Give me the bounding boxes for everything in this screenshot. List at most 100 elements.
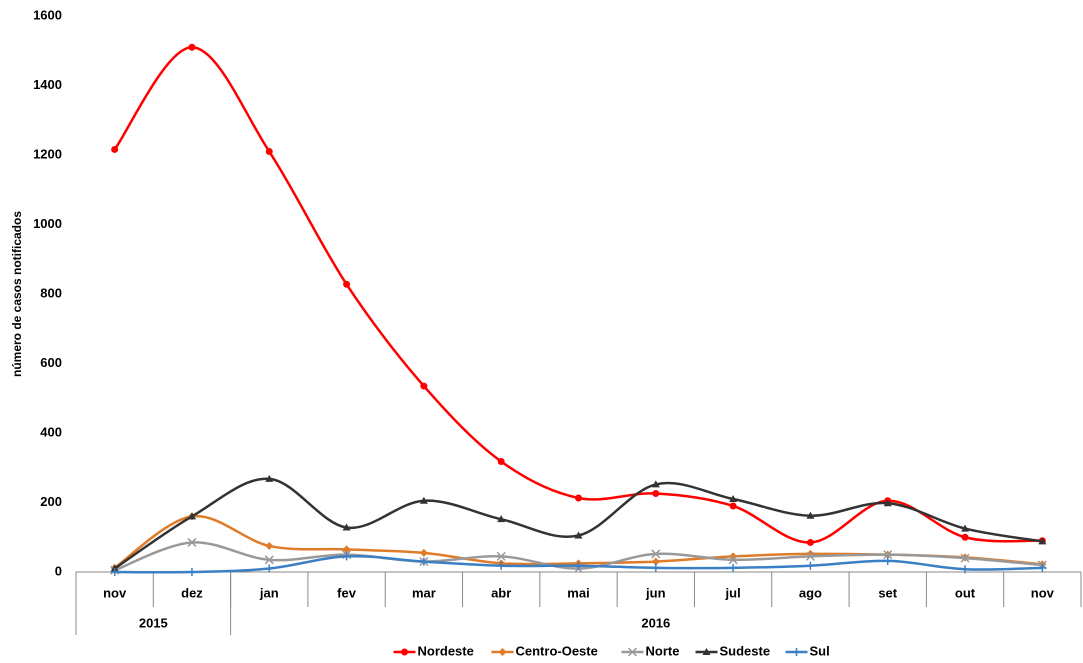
- y-tick-label: 0: [55, 563, 62, 578]
- marker: [806, 538, 814, 546]
- marker-shape: [110, 568, 119, 576]
- marker: [342, 523, 351, 531]
- marker: [497, 515, 506, 523]
- marker-shape: [496, 551, 506, 561]
- x-tick-label: fev: [337, 585, 357, 600]
- marker-shape: [883, 556, 892, 565]
- marker: [342, 545, 351, 554]
- marker: [961, 524, 970, 532]
- marker-shape: [497, 515, 506, 523]
- marker-shape: [265, 474, 274, 482]
- marker-shape: [343, 280, 351, 288]
- marker: [652, 489, 660, 497]
- x-tick-label: jul: [725, 585, 741, 600]
- marker-shape: [575, 494, 582, 502]
- marker: [574, 561, 583, 570]
- y-tick-label: 800: [40, 285, 62, 300]
- marker: [883, 499, 892, 507]
- legend-label: Sudeste: [720, 643, 771, 658]
- marker: [419, 557, 428, 566]
- marker: [627, 647, 638, 657]
- marker: [806, 511, 815, 519]
- marker-shape: [651, 557, 660, 566]
- y-tick-label: 400: [40, 424, 62, 439]
- marker: [651, 480, 660, 488]
- marker-shape: [419, 557, 428, 566]
- marker-shape: [806, 511, 815, 519]
- marker: [805, 551, 815, 561]
- x-tick-label: jan: [259, 585, 279, 600]
- marker-shape: [1038, 537, 1047, 545]
- legend-label: Nordeste: [418, 643, 474, 658]
- marker: [806, 561, 815, 570]
- marker: [651, 549, 661, 559]
- marker-shape: [342, 552, 351, 561]
- marker-shape: [419, 496, 428, 504]
- marker: [729, 502, 737, 510]
- marker-shape: [342, 523, 351, 531]
- x-tick-label: abr: [491, 585, 511, 600]
- x-tick-label: out: [955, 585, 976, 600]
- marker: [792, 648, 801, 656]
- marker: [419, 548, 428, 557]
- marker: [187, 568, 196, 576]
- marker: [419, 496, 428, 504]
- x-tick-label: jun: [645, 585, 666, 600]
- marker-shape: [961, 524, 970, 532]
- marker-shape: [497, 561, 506, 570]
- marker: [575, 494, 582, 502]
- marker: [961, 565, 970, 574]
- marker: [264, 555, 274, 565]
- marker: [497, 561, 506, 570]
- marker: [188, 43, 196, 51]
- marker-shape: [883, 550, 893, 560]
- marker: [111, 145, 119, 153]
- marker: [497, 457, 505, 465]
- marker-shape: [187, 512, 196, 520]
- marker-shape: [729, 495, 738, 503]
- marker-shape: [883, 499, 892, 507]
- x-tick-label: nov: [1031, 585, 1055, 600]
- marker: [420, 382, 428, 390]
- marker-shape: [401, 648, 408, 656]
- marker: [342, 552, 351, 561]
- marker: [496, 551, 506, 561]
- y-axis-title: número de casos notificados: [10, 211, 24, 377]
- marker: [265, 474, 274, 482]
- marker: [1038, 563, 1047, 572]
- marker: [729, 563, 738, 572]
- marker-shape: [651, 549, 661, 559]
- marker-shape: [265, 564, 274, 573]
- x-group-label: 2015: [139, 615, 168, 630]
- marker: [574, 531, 583, 539]
- marker-shape: [806, 538, 814, 546]
- marker-shape: [187, 537, 197, 547]
- x-tick-label: nov: [103, 585, 127, 600]
- marker: [961, 533, 969, 541]
- marker: [187, 537, 197, 547]
- marker-shape: [960, 553, 970, 563]
- marker: [265, 148, 273, 156]
- marker-shape: [111, 145, 119, 153]
- marker: [729, 495, 738, 503]
- marker-shape: [651, 563, 660, 572]
- marker-shape: [729, 563, 738, 572]
- marker: [702, 648, 711, 655]
- marker-shape: [574, 561, 583, 570]
- marker-shape: [651, 480, 660, 488]
- marker: [728, 555, 738, 565]
- x-tick-label: ago: [799, 585, 822, 600]
- marker-shape: [342, 545, 351, 554]
- marker: [883, 556, 892, 565]
- y-tick-label: 1000: [33, 216, 62, 231]
- y-tick-label: 1600: [33, 7, 62, 22]
- marker-shape: [792, 648, 801, 656]
- y-tick-label: 600: [40, 355, 62, 370]
- legend-label: Centro-Oeste: [516, 643, 598, 658]
- marker: [960, 553, 970, 563]
- series-line: [113, 46, 1043, 544]
- marker-shape: [265, 148, 273, 156]
- x-tick-label: mai: [567, 585, 589, 600]
- x-tick-label: dez: [181, 585, 203, 600]
